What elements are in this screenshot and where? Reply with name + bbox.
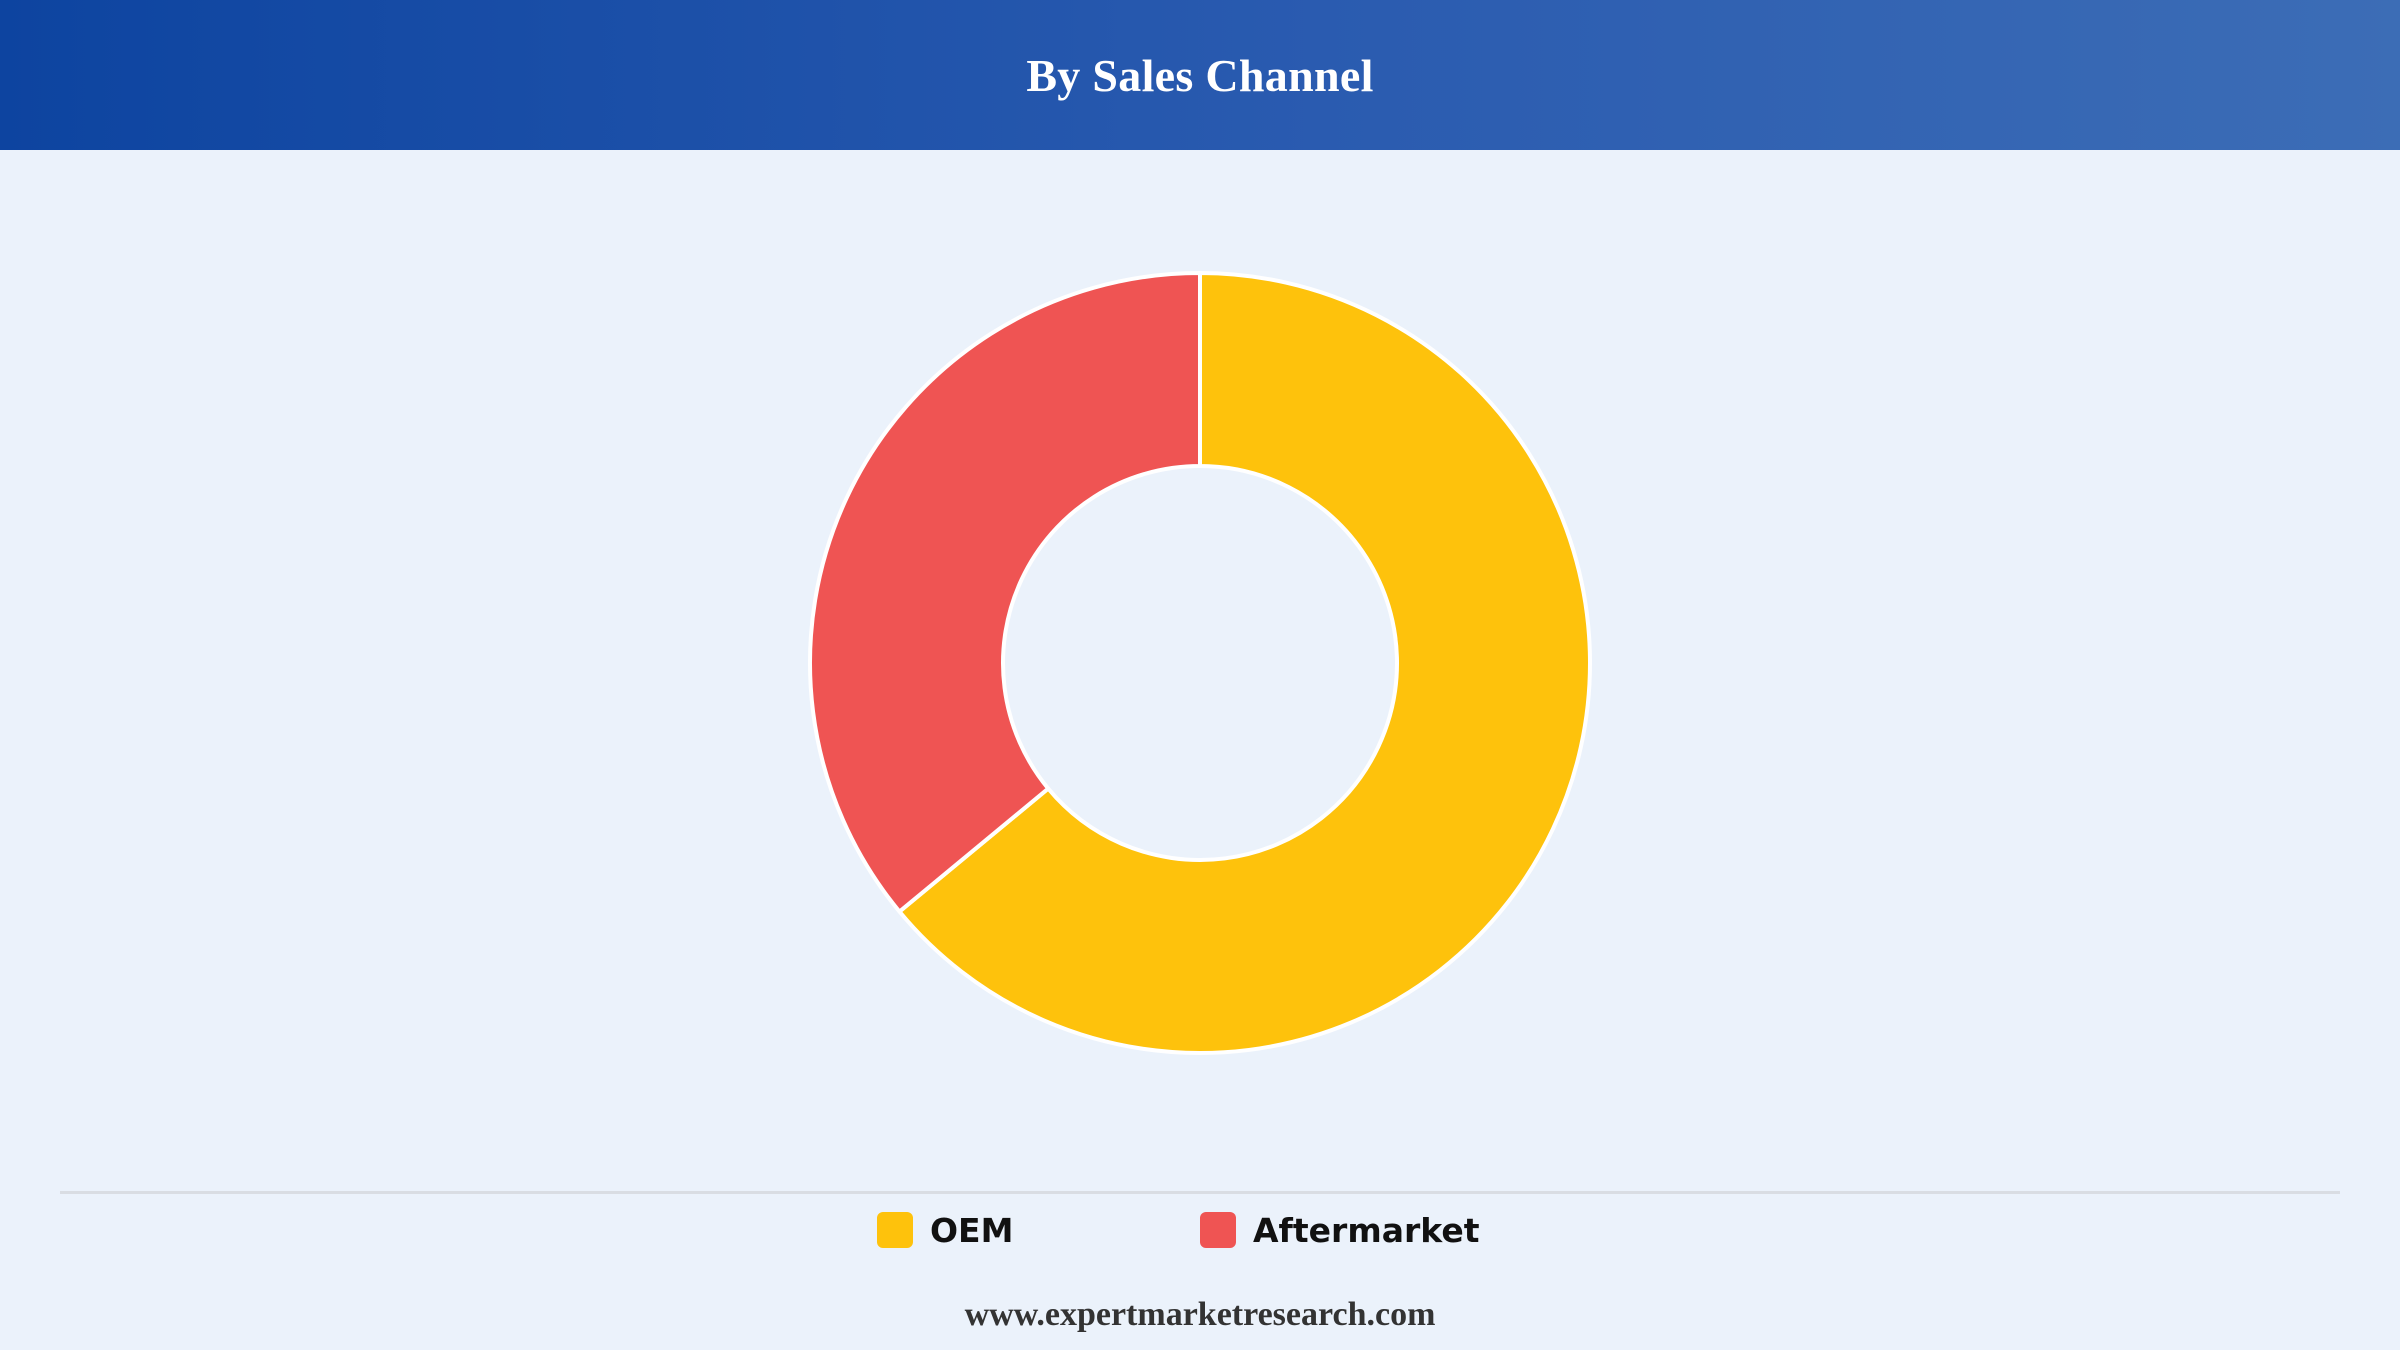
legend-swatch-aftermarket [1200,1212,1236,1248]
donut-chart [808,271,1592,1055]
donut-slice-oem[interactable] [897,271,1592,1055]
legend-label-aftermarket: Aftermarket [1253,1210,1480,1250]
legend-item-oem[interactable]: OEM [877,1206,1013,1254]
legend-divider [60,1191,2340,1194]
chart-title: By Sales Channel [1026,49,1374,101]
footer-website: www.expertmarketresearch.com [964,1296,1436,1333]
legend-item-aftermarket[interactable]: Aftermarket [1200,1206,1479,1254]
donut-slice-aftermarket[interactable] [808,271,1202,914]
legend-swatch-oem [877,1212,913,1248]
header-banner: By Sales Channel [0,0,2400,150]
legend: OEM Aftermarket [0,1206,2400,1254]
legend-label-oem: OEM [930,1210,1014,1250]
